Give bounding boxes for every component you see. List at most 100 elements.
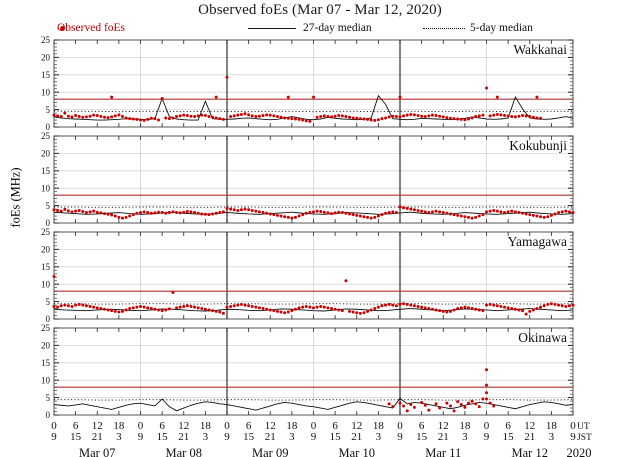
observed-points (52, 75, 543, 123)
svg-text:15: 15 (41, 262, 51, 272)
xtick-jst: 9 (51, 431, 57, 443)
series-27-day-median (53, 397, 574, 412)
xtick-jst: 15 (503, 431, 515, 443)
xtick-jst: 9 (311, 431, 317, 443)
svg-text:10: 10 (41, 279, 51, 289)
svg-text:25: 25 (41, 227, 51, 237)
xtick-jst: 15 (243, 431, 255, 443)
svg-text:25: 25 (41, 323, 51, 333)
observed-points (387, 368, 496, 413)
xtick-jst: 9 (484, 431, 490, 443)
page-title: Observed foEs (Mar 07 - Mar 12, 2020) (198, 2, 442, 18)
xtick-jst: 21 (351, 431, 362, 443)
xtick-jst: 9 (224, 431, 230, 443)
xtick-ut: 12 (265, 420, 276, 432)
day-label: Mar 11 (425, 446, 461, 457)
svg-text:5: 5 (46, 393, 51, 403)
panel-kokubunji: 0 5 10 15 20 25 Kokubunji (41, 131, 575, 228)
xtick-ut: 18 (373, 420, 385, 432)
xtick-ut: 0 (570, 420, 576, 432)
xtick-ut: 18 (459, 420, 471, 432)
xtick-jst: 21 (178, 431, 189, 443)
panel-wakkanai: 0 5 10 15 20 25 Wakkanai (41, 35, 574, 132)
day-label: Mar 10 (339, 446, 375, 457)
xtick-ut: 12 (178, 420, 189, 432)
chart-legend: Observed foEs 27-day median 5-day median (0, 21, 640, 37)
svg-text:5: 5 (46, 201, 51, 211)
svg-text:5: 5 (46, 297, 51, 307)
xtick-ut: 6 (73, 420, 79, 432)
series-27-day-median (53, 308, 574, 312)
day-label: Mar 12 (512, 446, 548, 457)
xtick-jst: 3 (462, 431, 468, 443)
xtick-jst: 21 (524, 431, 535, 443)
svg-text:20: 20 (41, 53, 51, 63)
panel-okinawa: 0 5 10 15 20 25 Okinawa (41, 323, 574, 420)
svg-text:0: 0 (46, 410, 51, 420)
xtick-ut: 0 (224, 420, 230, 432)
xtick-ut: 0 (51, 420, 57, 432)
legend-label-median5: 5-day median (470, 22, 533, 34)
svg-text:0: 0 (46, 314, 51, 324)
xtick-ut: 0 (138, 420, 144, 432)
xtick-jst: 15 (157, 431, 169, 443)
svg-text:15: 15 (41, 70, 51, 80)
svg-text:0: 0 (46, 122, 51, 132)
xtick-ut: 18 (546, 420, 558, 432)
jst-unit-label: JST (577, 433, 592, 443)
svg-text:5: 5 (46, 105, 51, 115)
xtick-ut: 0 (484, 420, 490, 432)
series-27-day-median (53, 211, 574, 215)
svg-text:25: 25 (41, 35, 51, 45)
xtick-ut: 0 (397, 420, 403, 432)
legend-label-median27: 27-day median (303, 22, 372, 34)
observed-marker-icon (60, 26, 65, 31)
svg-text:15: 15 (41, 166, 51, 176)
xtick-jst: 3 (376, 431, 382, 443)
series-5-day-median (53, 110, 573, 113)
observed-points (52, 275, 575, 316)
observed-points (52, 205, 575, 220)
station-label: Wakkanai (513, 42, 567, 57)
svg-text:15: 15 (41, 358, 51, 368)
xtick-ut: 12 (524, 420, 535, 432)
svg-text:0: 0 (46, 218, 51, 228)
median27-line-icon (248, 28, 296, 29)
xtick-jst: 3 (549, 431, 555, 443)
xtick-jst: 9 (570, 431, 576, 443)
station-label: Kokubunji (509, 138, 567, 153)
xtick-jst: 15 (70, 431, 82, 443)
xtick-ut: 6 (505, 420, 511, 432)
xtick-ut: 6 (419, 420, 425, 432)
xtick-jst: 9 (138, 431, 144, 443)
median5-line-icon (423, 28, 465, 29)
svg-text:25: 25 (41, 131, 51, 141)
day-label: Mar 09 (252, 446, 288, 457)
svg-text:10: 10 (41, 87, 51, 97)
xtick-jst: 3 (116, 431, 122, 443)
xtick-jst: 21 (265, 431, 276, 443)
xtick-ut: 12 (351, 420, 362, 432)
xtick-ut: 18 (113, 420, 125, 432)
year-label: 2020 (567, 446, 592, 457)
xtick-jst: 15 (330, 431, 342, 443)
xtick-ut: 6 (246, 420, 252, 432)
xtick-jst: 21 (438, 431, 449, 443)
xtick-jst: 21 (92, 431, 103, 443)
panel-yamagawa: 0 5 10 15 20 25 Yamagawa (41, 227, 575, 324)
svg-text:20: 20 (41, 149, 51, 159)
xtick-jst: 3 (203, 431, 209, 443)
xtick-jst: 3 (289, 431, 295, 443)
svg-text:20: 20 (41, 341, 51, 351)
svg-text:10: 10 (41, 183, 51, 193)
svg-text:20: 20 (41, 245, 51, 255)
xtick-jst: 15 (416, 431, 428, 443)
xtick-ut: 18 (200, 420, 212, 432)
station-label: Okinawa (518, 330, 567, 345)
station-label: Yamagawa (508, 234, 567, 249)
legend-label-observed: Observed foEs (57, 22, 126, 34)
xtick-ut: 12 (92, 420, 103, 432)
xtick-ut: 6 (332, 420, 338, 432)
xtick-ut: 0 (311, 420, 317, 432)
